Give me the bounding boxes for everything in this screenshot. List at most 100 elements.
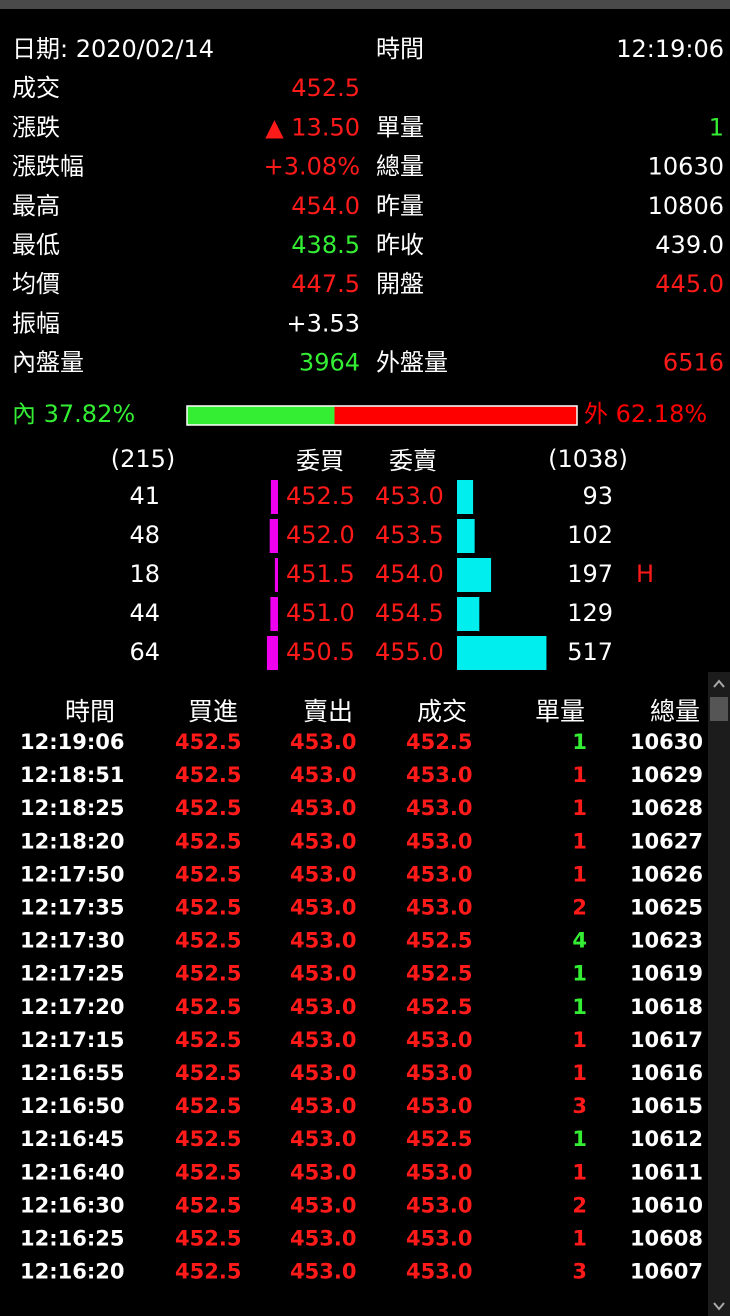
ask-price: 453.0 [375, 482, 444, 510]
trade-qty: 4 [572, 929, 587, 953]
trade-sell: 453.0 [290, 730, 356, 754]
trade-qty: 1 [572, 1061, 587, 1085]
info-label: 漲跌幅 [12, 153, 84, 181]
info-label: 單量 [376, 113, 424, 141]
ask-volume: 517 [567, 638, 613, 666]
info-label: 內盤量 [12, 349, 84, 377]
trade-buy: 452.5 [175, 1094, 241, 1118]
trade-qty: 1 [572, 1028, 587, 1052]
trade-total: 10625 [630, 896, 703, 920]
bid-volume: 48 [129, 521, 160, 549]
trade-time: 12:18:20 [20, 829, 124, 853]
trade-total: 10608 [630, 1227, 703, 1251]
inner-ratio: 內 37.82% [12, 400, 135, 428]
bid-bar [269, 519, 278, 553]
trade-sell: 453.0 [290, 896, 356, 920]
trade-deal: 452.5 [406, 962, 472, 986]
info-value: 454.0 [291, 192, 360, 220]
trade-header: 成交 [417, 697, 467, 726]
scroll-track[interactable] [708, 672, 730, 1316]
info-label: 昨收 [376, 231, 424, 259]
trade-header: 買進 [188, 697, 238, 726]
trade-deal: 453.0 [406, 763, 472, 787]
trade-total: 10618 [630, 995, 703, 1019]
info-label: 均價 [12, 270, 60, 298]
trade-qty: 3 [572, 1260, 587, 1284]
trade-qty: 1 [572, 862, 587, 886]
scrollbar[interactable] [708, 672, 730, 1316]
trade-qty: 2 [572, 896, 587, 920]
info-value: 1 [709, 113, 724, 141]
trade-deal: 452.5 [406, 730, 472, 754]
trade-time: 12:17:20 [20, 995, 124, 1019]
trade-sell: 453.0 [290, 962, 356, 986]
trade-deal: 453.0 [406, 1061, 472, 1085]
trade-buy: 452.5 [175, 995, 241, 1019]
info-value: 10806 [648, 192, 724, 220]
ask-price: 454.5 [375, 599, 444, 627]
ask-volume: 129 [567, 599, 613, 627]
trade-time: 12:17:25 [20, 962, 124, 986]
trade-deal: 453.0 [406, 862, 472, 886]
trade-sell: 453.0 [290, 1227, 356, 1251]
trade-time: 12:16:50 [20, 1094, 124, 1118]
ask-price: 455.0 [375, 638, 444, 666]
trade-sell: 453.0 [290, 995, 356, 1019]
trade-qty: 1 [572, 1227, 587, 1251]
trade-buy: 452.5 [175, 1260, 241, 1284]
trade-buy: 452.5 [175, 1127, 241, 1151]
info-label: 外盤量 [376, 349, 448, 377]
outer-bar [334, 406, 577, 425]
info-label: 開盤 [376, 270, 424, 298]
trade-total: 10615 [630, 1094, 703, 1118]
trade-total: 10607 [630, 1260, 703, 1284]
scroll-thumb[interactable] [710, 697, 728, 721]
trade-total: 10610 [630, 1193, 703, 1217]
info-value: 445.0 [655, 270, 724, 298]
trade-total: 10619 [630, 962, 703, 986]
trade-deal: 452.5 [406, 1127, 472, 1151]
trade-time: 12:16:25 [20, 1227, 124, 1251]
trade-buy: 452.5 [175, 763, 241, 787]
trade-time: 12:16:20 [20, 1260, 124, 1284]
trade-time: 12:17:35 [20, 896, 124, 920]
trade-time: 12:16:45 [20, 1127, 124, 1151]
info-value: 3964 [299, 349, 360, 377]
trade-buy: 452.5 [175, 1028, 241, 1052]
info-label: 最低 [12, 231, 60, 259]
bid-bar [270, 480, 278, 514]
ask-volume: 102 [567, 521, 613, 549]
bid-volume: 18 [129, 560, 160, 588]
trade-sell: 453.0 [290, 1094, 356, 1118]
trade-qty: 1 [572, 962, 587, 986]
ask-bar [457, 519, 475, 553]
info-value: 10630 [648, 153, 724, 181]
info-label: 昨量 [376, 192, 424, 220]
trade-sell: 453.0 [290, 763, 356, 787]
top-border [0, 0, 730, 9]
bid-total: (215) [111, 445, 176, 473]
trade-qty: 1 [572, 730, 587, 754]
info-label: 總量 [376, 153, 424, 181]
trade-qty: 1 [572, 995, 587, 1019]
info-value: +3.53 [286, 309, 360, 337]
book-header: 委賣 [389, 447, 437, 475]
ask-price: 454.0 [375, 560, 444, 588]
trade-header: 時間 [65, 697, 115, 726]
scroll-up[interactable] [713, 679, 725, 688]
trade-qty: 2 [572, 1193, 587, 1217]
trade-deal: 453.0 [406, 1227, 472, 1251]
trade-deal: 453.0 [406, 1260, 472, 1284]
trade-total: 10611 [630, 1160, 703, 1184]
trade-header: 單量 [535, 697, 585, 726]
trade-time: 12:17:30 [20, 929, 124, 953]
trade-sell: 453.0 [290, 1028, 356, 1052]
trade-deal: 453.0 [406, 1193, 472, 1217]
scroll-down[interactable] [713, 1302, 725, 1311]
trade-total: 10629 [630, 763, 703, 787]
info-label: 最高 [12, 192, 60, 220]
trade-time: 12:19:06 [20, 730, 124, 754]
trade-buy: 452.5 [175, 1061, 241, 1085]
ask-volume: 197 [567, 560, 613, 588]
